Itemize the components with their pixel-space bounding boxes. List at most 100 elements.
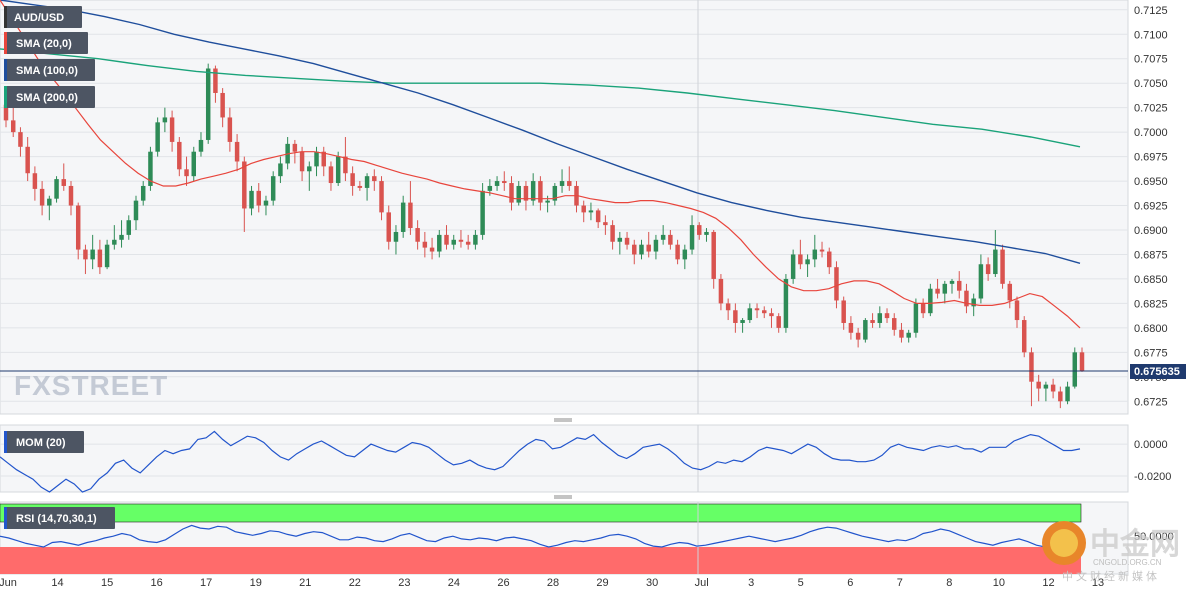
candle [675,239,680,265]
candlestick-series [3,63,1085,409]
symbol-tag[interactable]: AUD/USD [4,6,82,28]
candle [610,220,615,250]
candle-body [480,190,485,235]
candle [1021,316,1027,358]
candle [538,176,543,211]
candle [205,63,211,144]
candle [949,278,955,294]
price-axis-tick: 0.7000 [1134,127,1168,139]
sma100-label: SMA (100,0) [16,65,78,77]
candle-body [819,249,825,252]
candle-body [660,234,666,240]
candle [415,220,420,250]
date-axis-tick: 14 [51,577,63,589]
candle [985,257,991,281]
candle-body [632,244,637,255]
rsi-tag[interactable]: RSI (14,70,30,1) [4,507,115,529]
candle [494,176,500,191]
sma20-tag[interactable]: SMA (20,0) [4,32,88,54]
candle-body [205,68,211,140]
candle [68,181,74,216]
candle-body [458,239,464,242]
candle-body [776,316,781,328]
candle-body [928,288,933,314]
candle-body [184,169,189,177]
candle-body [949,280,955,284]
candle-body [653,239,659,252]
price-axis-tick: 0.6825 [1134,298,1168,310]
candle-body [552,185,558,201]
candle-body [54,179,59,199]
candle-body [1079,352,1085,371]
candle [234,134,240,172]
candle-body [47,198,52,206]
date-axis-tick: 21 [299,577,311,589]
price-panel-background [0,0,1129,415]
candle [112,225,117,250]
panel-resize-handle[interactable] [554,418,572,422]
candle [790,249,796,284]
candle-body [841,300,846,323]
candle-body [10,120,16,133]
candle-body [1000,249,1005,284]
candle [747,303,753,323]
candle [465,234,471,250]
candle-body [790,254,796,279]
candle-body [487,185,493,191]
mom-tag-swatch [4,431,7,453]
price-axis-tick: 0.6950 [1134,176,1168,188]
candle-body [718,278,724,304]
candle [624,231,630,250]
candle-body [1029,352,1034,382]
candle [762,306,767,319]
candle-body [18,132,23,147]
candle-body [429,247,435,252]
candle-body [971,298,976,307]
candle-body [530,181,536,201]
candle [148,146,153,191]
candle [350,166,355,196]
candle-body [855,332,861,340]
candle [682,244,688,270]
candle [1065,381,1070,405]
legend-tags: AUD/USD SMA (20,0) SMA (100,0) SMA (200,… [4,6,95,108]
candle-body [516,185,521,203]
candle-body [278,163,283,177]
panel-resize-handle[interactable] [554,495,572,499]
candle [509,176,514,211]
candle [834,261,839,309]
candle [242,156,247,232]
candle [422,231,428,258]
sma100-tag[interactable]: SMA (100,0) [4,59,95,81]
candle [39,181,45,216]
candle-body [675,244,680,260]
candle [1050,378,1056,399]
candle-body [906,332,911,338]
sma200-tag[interactable]: SMA (200,0) [4,86,95,108]
candle [689,215,695,255]
date-axis: Jun 14 15 16 17 19 21 22 23 24 26 28 29 30 Jul 3 5 6 7 8 10 1… [0,577,1104,589]
candle-body [220,92,225,118]
momentum-panel: 0.0000 -0.0200 MOM (20) [0,424,1171,493]
candle [473,230,478,250]
candle-body [335,156,341,184]
candle-body [1050,384,1056,392]
candle-body [754,308,760,311]
candle [617,231,623,255]
candle-body [993,249,998,275]
candle-body [595,210,601,223]
rsi-line [0,524,1081,551]
candle-body [502,181,507,184]
candle-body [314,151,319,167]
candle [855,327,861,348]
date-axis-tick: 23 [398,577,410,589]
candle-body [422,241,428,248]
rsi-oversold-zone [0,547,1081,574]
date-axis-tick: 6 [847,577,853,589]
candle [827,247,832,275]
candle-body [357,185,363,188]
candle [263,195,269,216]
mom-tag[interactable]: MOM (20) [4,431,84,453]
sma20-line [0,0,1081,329]
candle [870,313,875,328]
